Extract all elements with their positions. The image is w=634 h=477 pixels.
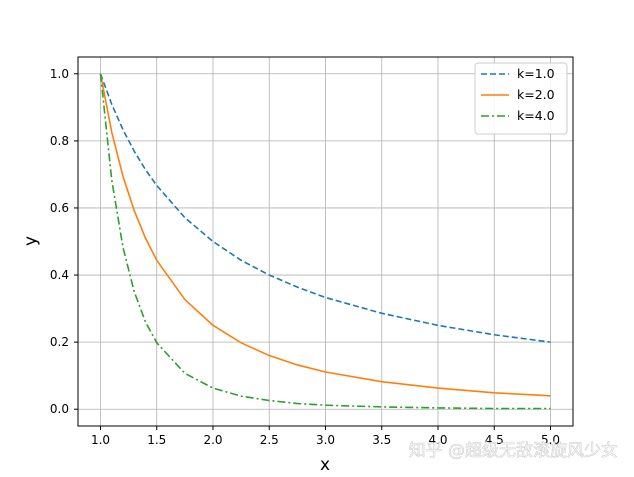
legend: k=1.0 k=2.0 k=4.0 xyxy=(474,62,568,135)
series-lines xyxy=(99,73,551,410)
x-tick-label: 1.0 xyxy=(91,433,110,447)
y-tick-label: 0.2 xyxy=(50,335,69,349)
legend-label-3: k=4.0 xyxy=(517,108,555,123)
grid-lines xyxy=(78,57,573,426)
y-axis-ticks: 0.0 0.2 0.4 0.6 0.8 1.0 xyxy=(50,67,78,416)
x-tick-label: 2.5 xyxy=(260,433,279,447)
x-tick-label: 1.5 xyxy=(147,433,166,447)
x-tick-label: 4.5 xyxy=(485,433,504,447)
legend-label-1: k=1.0 xyxy=(517,66,555,81)
y-axis-label: y xyxy=(21,236,41,246)
x-tick-label: 5.0 xyxy=(541,433,560,447)
x-tick-label: 4.0 xyxy=(428,433,447,447)
x-tick-label: 3.0 xyxy=(316,433,335,447)
y-tick-label: 1.0 xyxy=(50,67,69,81)
y-tick-label: 0.4 xyxy=(50,268,69,282)
series-line-2 xyxy=(99,73,551,397)
legend-label-2: k=2.0 xyxy=(517,87,555,102)
series-line-1 xyxy=(99,73,551,343)
y-tick-label: 0.8 xyxy=(50,134,69,148)
y-tick-label: 0.6 xyxy=(50,201,69,215)
x-tick-label: 2.0 xyxy=(203,433,222,447)
x-tick-label: 3.5 xyxy=(372,433,391,447)
x-axis-label: x xyxy=(320,455,330,475)
series-line-3 xyxy=(99,73,551,410)
y-tick-label: 0.0 xyxy=(50,402,69,416)
x-axis-ticks: 1.0 1.5 2.0 2.5 3.0 3.5 4.0 4.5 5.0 xyxy=(91,426,560,447)
watermark: 知乎 @超级无敌滚旋风少女 xyxy=(409,441,618,461)
